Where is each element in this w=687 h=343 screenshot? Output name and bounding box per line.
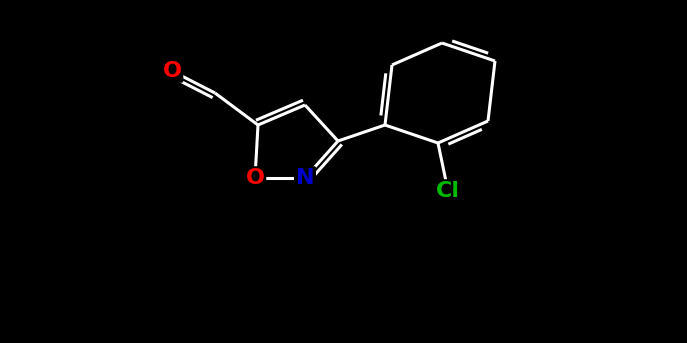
Text: N: N [295,168,314,188]
Text: O: O [163,61,181,81]
Text: O: O [245,168,264,188]
Text: Cl: Cl [436,181,460,201]
